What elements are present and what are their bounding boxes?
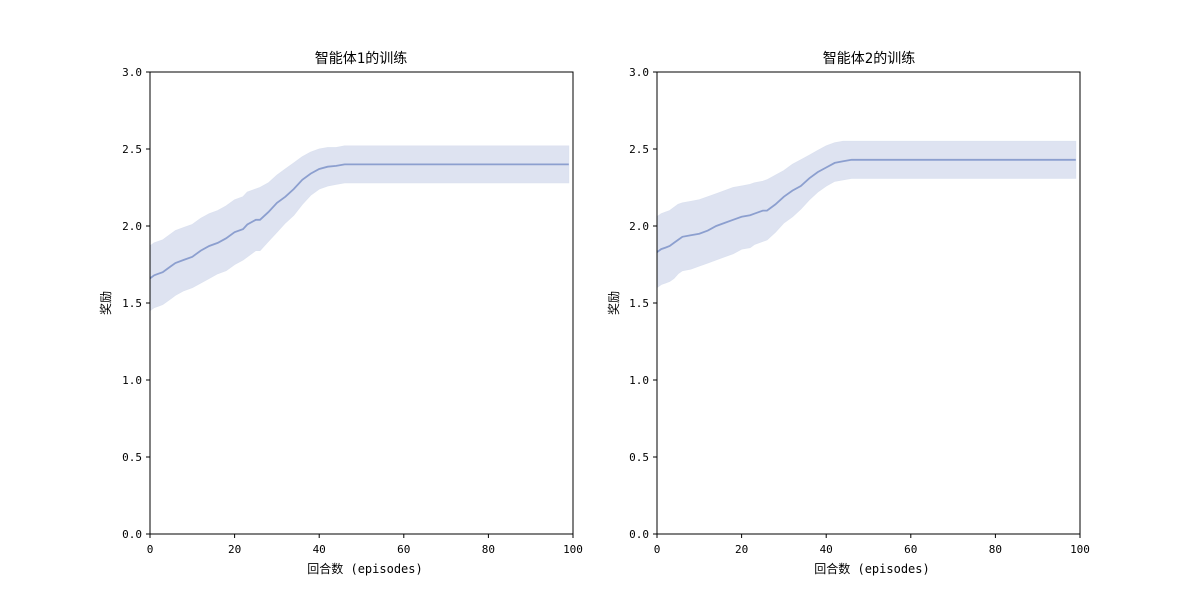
y-tick-label: 2.0 [629, 220, 649, 233]
x-tick-label: 60 [397, 543, 410, 556]
chart-agent-1: 智能体1的训练 回合数 (episodes) 奖励 0 20 40 60 80 100 0.… [99, 51, 583, 576]
x-axis-label: 回合数 (episodes) [307, 561, 422, 576]
x-tick-label: 20 [228, 543, 241, 556]
confidence-band [656, 140, 1077, 289]
y-tick-label: 1.5 [629, 297, 649, 310]
y-tick-label: 1.0 [629, 374, 649, 387]
x-tick-label: 80 [482, 543, 495, 556]
x-tick-label: 40 [313, 543, 326, 556]
y-tick-label: 0.5 [122, 451, 142, 464]
series-line [149, 163, 569, 280]
x-tick-label: 40 [820, 543, 833, 556]
series-line [656, 158, 1076, 253]
x-tick-label: 100 [1070, 543, 1090, 556]
y-tick-label: 2.5 [629, 143, 649, 156]
plot-area: 0 20 40 60 80 100 0.0 0.5 1.0 1.5 2.0 2.5 3.0 [122, 66, 583, 556]
x-axis-label: 回合数 (episodes) [814, 561, 929, 576]
chart-agent-2: 智能体2的训练 回合数 (episodes) 奖励 0 20 40 60 80 100 0.… [607, 51, 1090, 576]
y-tick-label: 1.0 [122, 374, 142, 387]
chart-title: 智能体2的训练 [823, 51, 915, 67]
x-tick-label: 60 [904, 543, 917, 556]
plot-area: 0 20 40 60 80 100 0.0 0.5 1.0 1.5 2.0 2.5 3.0 [629, 66, 1090, 556]
x-tick-label: 0 [654, 543, 661, 556]
y-tick-label: 2.5 [122, 143, 142, 156]
confidence-band [149, 145, 570, 312]
chart-title: 智能体1的训练 [315, 51, 407, 67]
x-tick-label: 80 [989, 543, 1002, 556]
y-tick-label: 3.0 [629, 66, 649, 79]
y-axis-label: 奖励 [99, 291, 113, 315]
y-tick-label: 0.5 [629, 451, 649, 464]
x-tick-label: 20 [735, 543, 748, 556]
y-tick-label: 2.0 [122, 220, 142, 233]
y-tick-label: 0.0 [629, 528, 649, 541]
x-tick-label: 0 [147, 543, 154, 556]
y-tick-label: 3.0 [122, 66, 142, 79]
y-tick-label: 0.0 [122, 528, 142, 541]
x-tick-label: 100 [563, 543, 583, 556]
y-axis-label: 奖励 [607, 291, 621, 315]
y-tick-label: 1.5 [122, 297, 142, 310]
